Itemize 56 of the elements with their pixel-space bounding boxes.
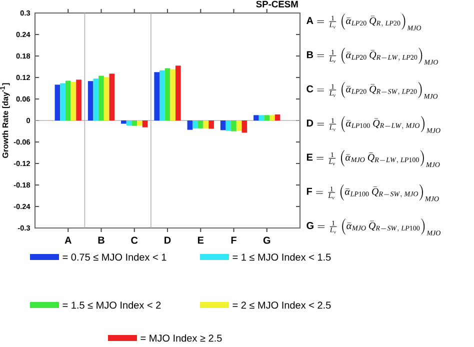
bar	[65, 80, 71, 120]
bar	[236, 120, 242, 131]
text: $\textbf{E} = \frac{1}{L_v}\left(\bar{\alpha}_{MJO}\,\bar{Q}_{R{-}LW,\,LP100}\right)_{MJO}$	[306, 150, 440, 168]
legend-label: = MJO Index ≥ 2.5	[140, 334, 222, 342]
bar	[160, 70, 165, 120]
text: $\textbf{G} = \frac{1}{L_v}\left(\bar{\alpha}_{MJO}\,\bar{Q}_{R{-}SW,\,LP100}\right)_{MJO}$	[306, 218, 440, 236]
bar	[70, 82, 76, 120]
bar	[121, 120, 126, 124]
bar	[242, 120, 248, 133]
bar	[60, 83, 66, 120]
bar	[203, 120, 209, 128]
text: $\textbf{B} = \frac{1}{L_v}\left(\bar{\alpha}_{LP20}\,\bar{Q}_{R{-}LW,\,LP20}\right)_{MJO}$	[306, 48, 438, 65]
legend-label: = 1.5 ≤ MJO Index < 2	[62, 301, 161, 309]
x-tick-label: G	[263, 236, 270, 244]
text: $\textbf{D} = \frac{1}{L_v}\left(\bar{\alpha}_{LP100}\,\bar{Q}_{R{-}LW,\,MJO}\right)_{MJO}$	[306, 116, 440, 133]
bar	[208, 120, 214, 129]
bar	[98, 76, 104, 120]
text: $\textbf{F} = \frac{1}{L_v}\left(\bar{\alpha}_{LP100}\,\bar{Q}_{R{-}SW,\,MJO}\right)_{MJO}$	[306, 184, 439, 202]
bar	[104, 77, 110, 120]
x-tick-label: C	[131, 236, 138, 244]
bar	[270, 115, 275, 120]
bar	[198, 120, 204, 128]
x-tick-label: D	[164, 236, 171, 244]
bar	[132, 120, 138, 126]
bar	[76, 80, 82, 120]
bar	[137, 120, 142, 126]
bar	[274, 114, 280, 120]
bar	[226, 120, 232, 131]
bar	[93, 78, 99, 120]
bar	[126, 120, 132, 126]
legend-label: = 2 ≤ MJO Index < 2.5	[232, 301, 331, 309]
y-axis-title: Growth Rate [day$^{-1}$]	[0, 83, 10, 158]
bar	[220, 120, 226, 130]
bar	[109, 74, 115, 120]
bar	[142, 120, 148, 128]
x-tick-label: F	[231, 236, 236, 244]
bar	[170, 69, 176, 120]
bar	[154, 72, 160, 120]
text: $\textbf{A} = \frac{1}{L_v}\left(\bar{\alpha}_{LP20}\,\bar{Q}_{R,\,LP20}\right)_{MJO}$	[306, 14, 422, 30]
bar	[164, 68, 170, 120]
x-tick-label: A	[64, 236, 72, 244]
bar	[264, 115, 270, 120]
bar	[187, 120, 193, 130]
bar	[231, 120, 236, 132]
bar	[192, 120, 198, 128]
x-tick-label: B	[98, 236, 104, 244]
bar	[254, 115, 259, 120]
legend-label: = 0.75 ≤ MJO Index < 1	[62, 253, 166, 261]
bar	[88, 81, 94, 120]
bar	[176, 66, 181, 120]
bar	[54, 84, 60, 120]
x-tick-label: E	[198, 236, 204, 244]
legend-label: = 1 ≤ MJO Index < 1.5	[232, 253, 331, 261]
chart-title: SP-CESM	[256, 0, 298, 8]
text: $\textbf{C} = \frac{1}{L_v}\left(\bar{\alpha}_{LP20}\,\bar{Q}_{R{-}SW,\,LP20}\right)_{MJO}$	[306, 82, 438, 99]
bar	[258, 115, 264, 120]
